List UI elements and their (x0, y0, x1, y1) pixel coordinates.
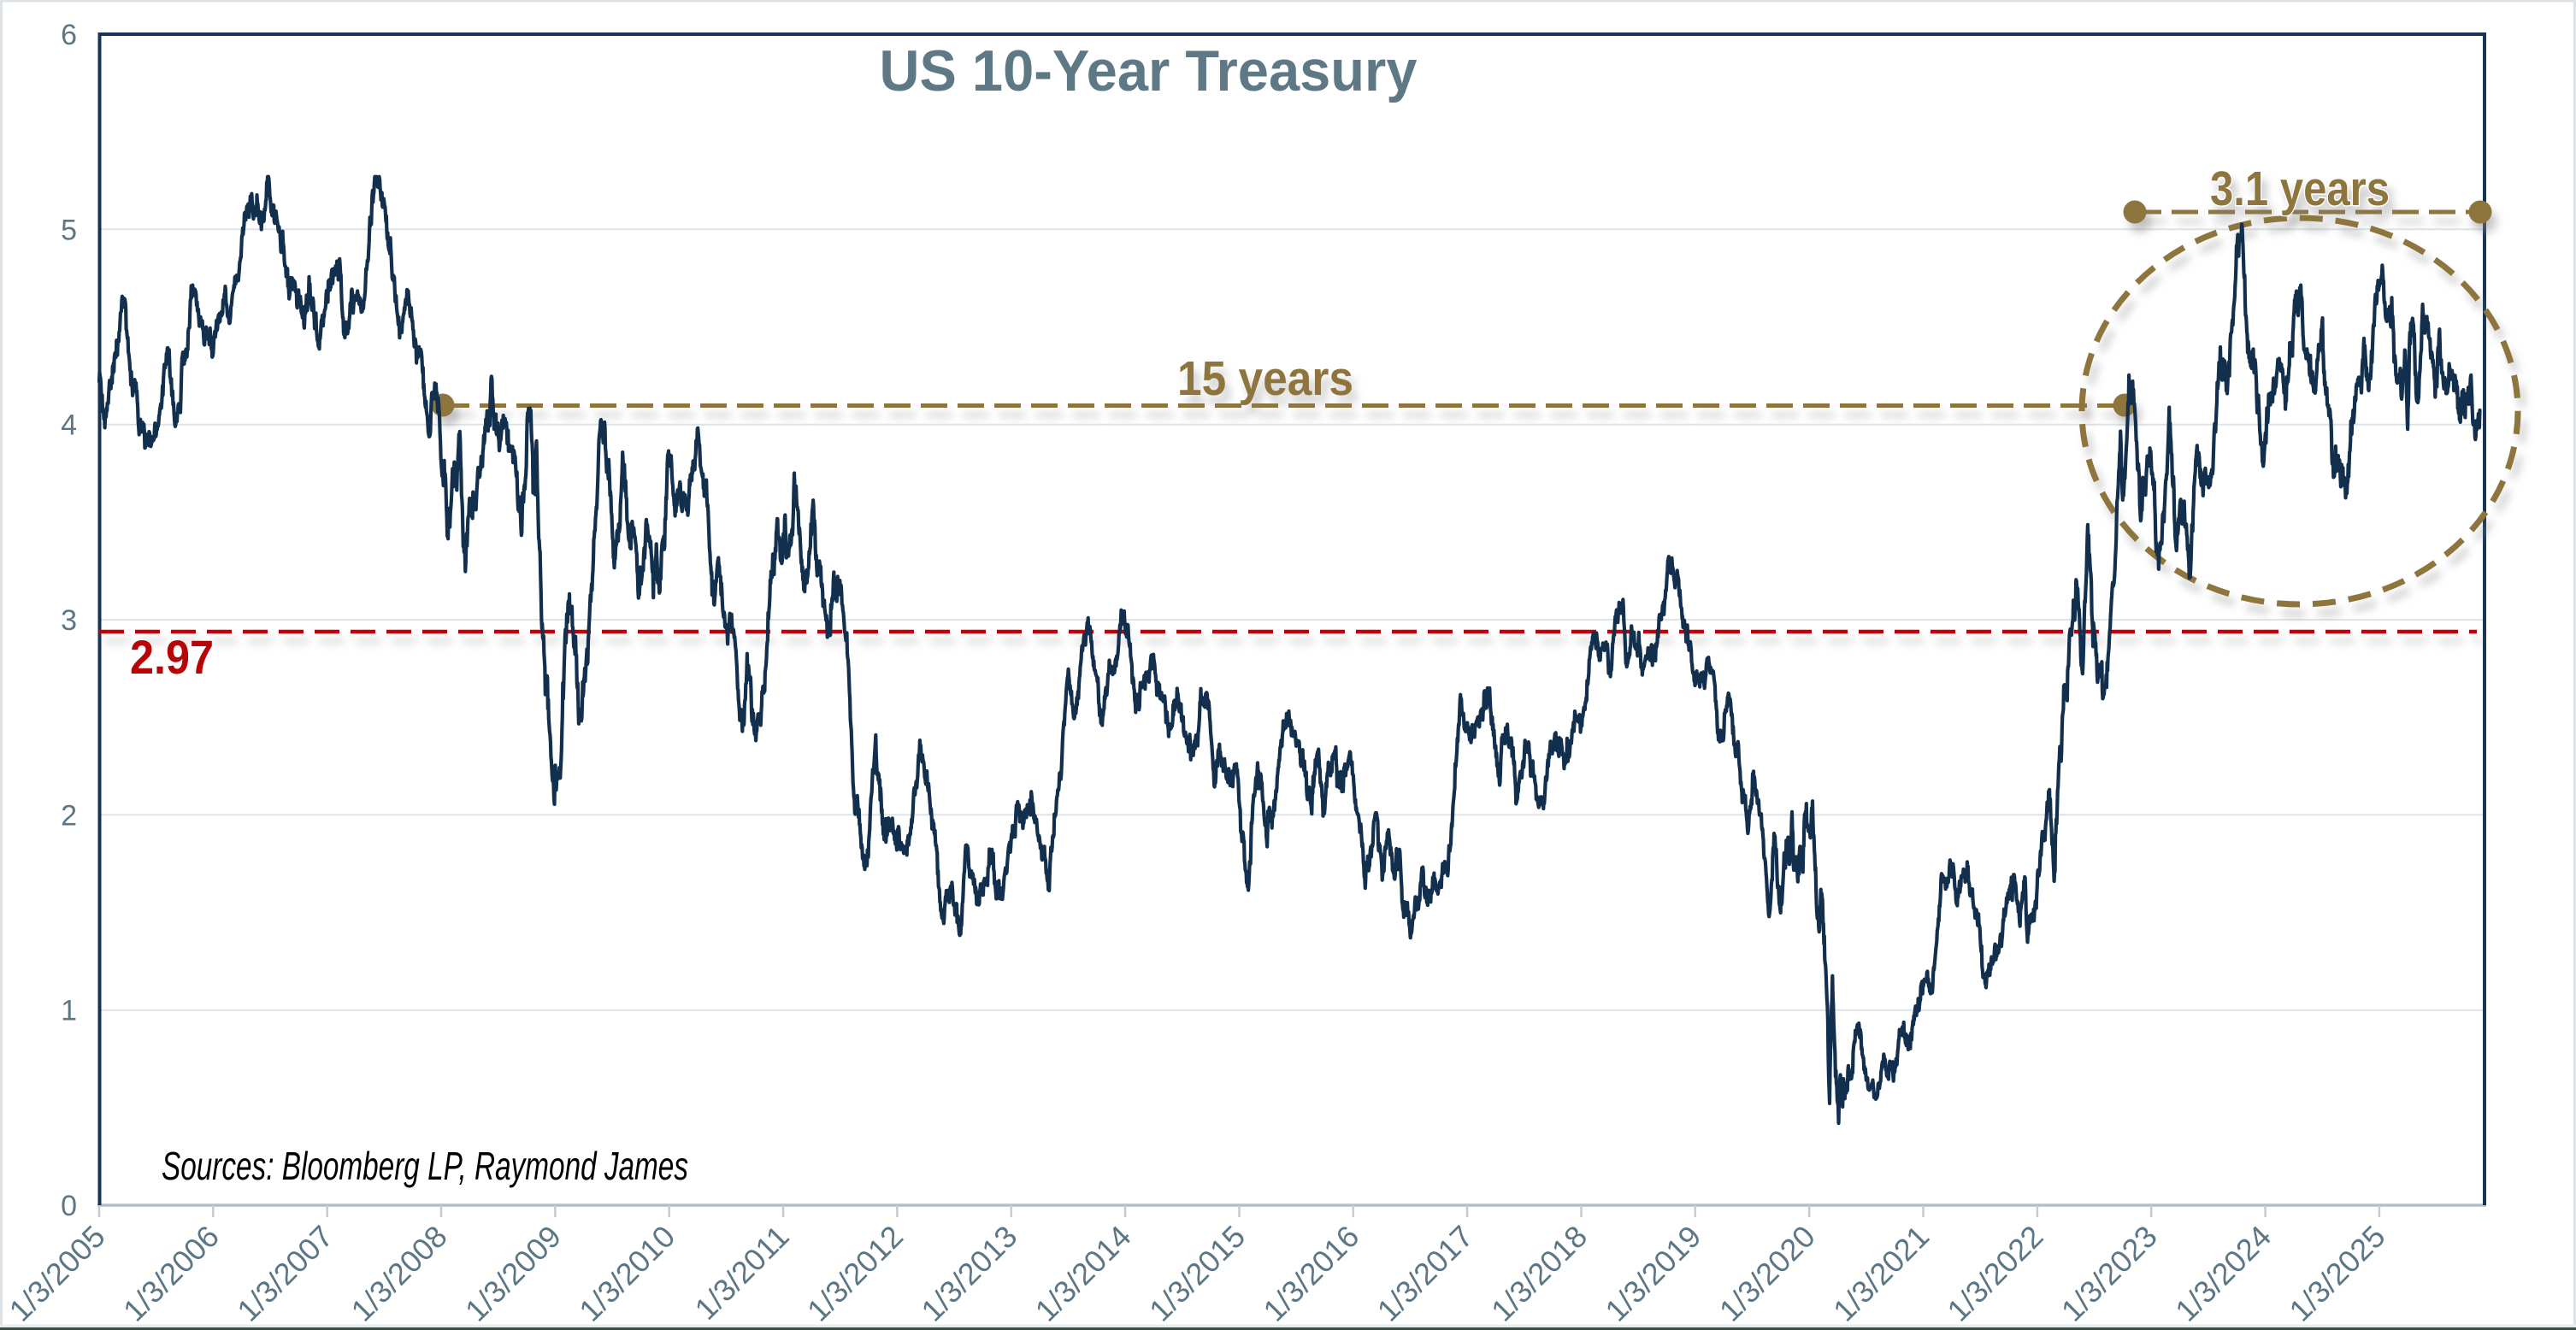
svg-text:Sources: Bloomberg LP, Raymond: Sources: Bloomberg LP, Raymond James (162, 1144, 688, 1188)
svg-text:4: 4 (61, 409, 77, 442)
svg-text:3: 3 (61, 604, 77, 637)
svg-text:0: 0 (61, 1190, 77, 1222)
svg-text:1: 1 (61, 995, 77, 1027)
svg-text:2.97: 2.97 (130, 630, 214, 684)
svg-text:15 years: 15 years (1177, 351, 1353, 406)
svg-text:6: 6 (61, 19, 77, 51)
svg-text:5: 5 (61, 214, 77, 246)
svg-text:2: 2 (61, 799, 77, 832)
svg-text:3.1 years: 3.1 years (2210, 162, 2390, 216)
svg-text:US 10-Year Treasury: US 10-Year Treasury (880, 38, 1418, 103)
